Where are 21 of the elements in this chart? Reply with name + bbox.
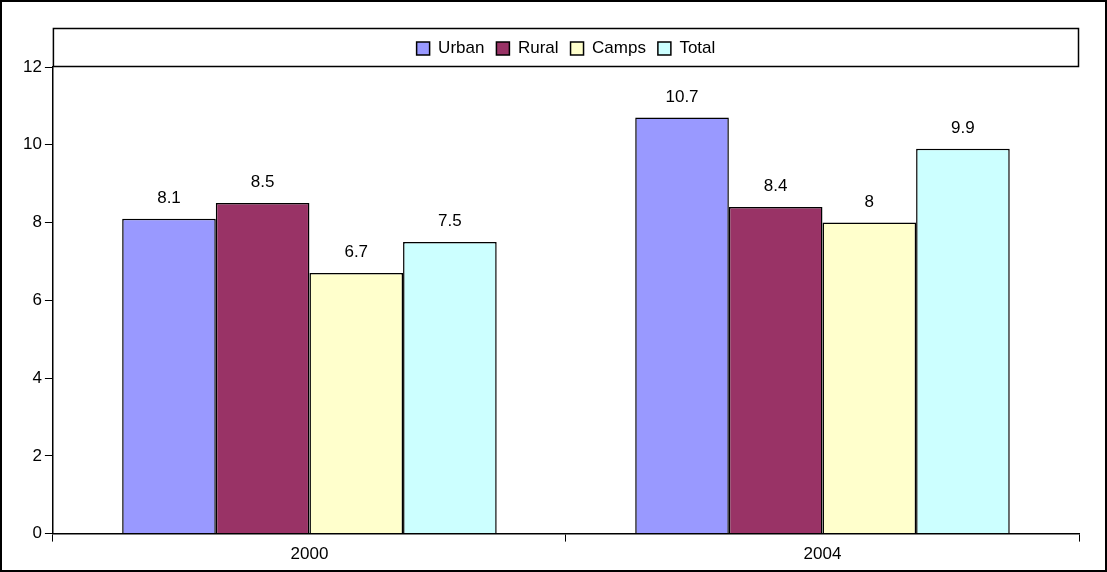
y-tick-label: 6	[32, 289, 42, 309]
data-label: 6.7	[344, 242, 369, 262]
data-label: 8.1	[157, 187, 181, 207]
legend-label: Urban	[438, 38, 485, 58]
x-tick-label: 2004	[803, 544, 842, 564]
y-tick-label: 10	[22, 134, 42, 154]
data-label: 8	[864, 191, 875, 211]
data-label: 9.9	[951, 117, 975, 137]
data-label: 10.7	[665, 86, 699, 106]
data-label: 8.5	[250, 172, 275, 192]
legend-label: Rural	[517, 38, 559, 58]
data-label: 7.5	[438, 211, 462, 231]
x-tick-label: 2000	[290, 544, 329, 564]
y-tick-label: 2	[32, 445, 42, 465]
legend-label: Total	[679, 38, 716, 58]
y-tick-label: 12	[22, 56, 42, 76]
y-tick-label: 0	[32, 523, 42, 543]
legend-label: Camps	[592, 38, 646, 58]
data-label: 8.4	[763, 176, 788, 196]
y-tick-label: 8	[32, 212, 42, 232]
y-tick-label: 4	[32, 367, 42, 387]
